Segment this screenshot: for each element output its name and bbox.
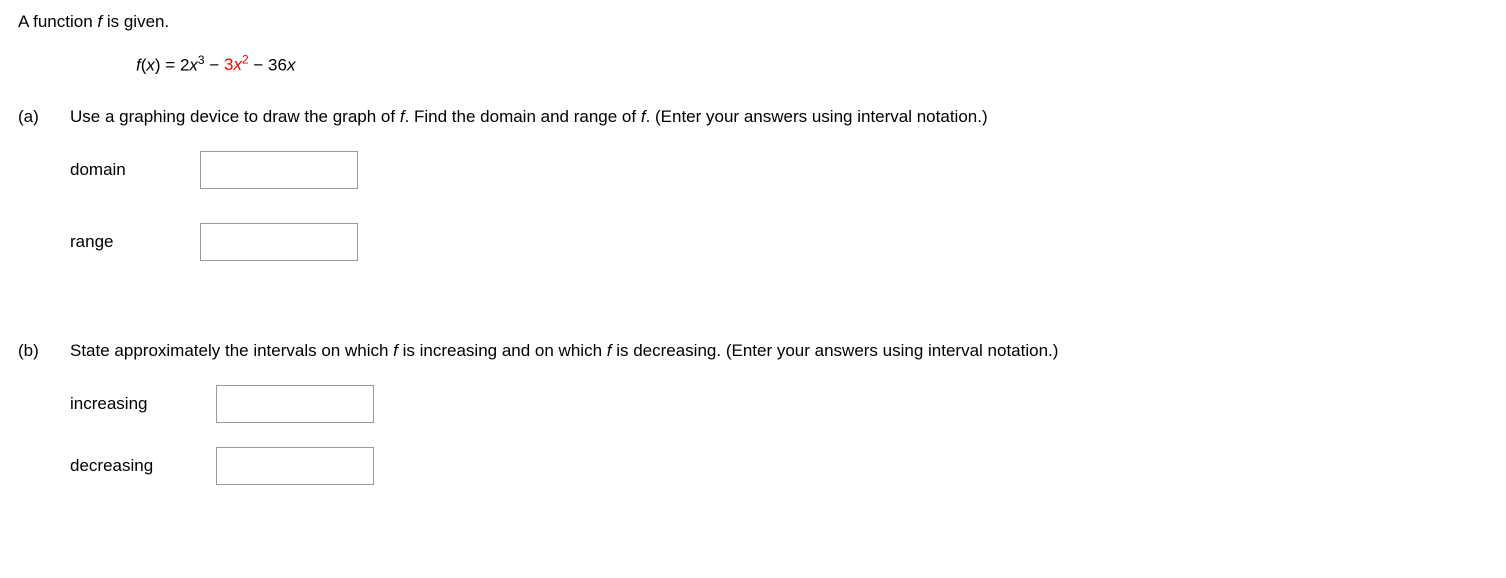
eq-term2-exp: 2 (242, 53, 249, 67)
eq-lhs-close: ) = (155, 55, 180, 74)
part-b-prompt: State approximately the intervals on whi… (70, 339, 1488, 363)
part-a-prompt-2: . Find the domain and range of (405, 107, 641, 126)
domain-label: domain (70, 158, 200, 182)
eq-term1-exp: 3 (198, 53, 205, 67)
increasing-input[interactable] (216, 385, 374, 423)
part-b-prompt-2: is increasing and on which (398, 341, 607, 360)
range-row: range (70, 223, 1488, 261)
decreasing-row: decreasing (70, 447, 1488, 485)
decreasing-label: decreasing (70, 454, 216, 478)
eq-minus1: − (205, 55, 224, 74)
range-label: range (70, 230, 200, 254)
eq-minus2: − 36 (249, 55, 287, 74)
part-a: (a) Use a graphing device to draw the gr… (18, 105, 1488, 295)
eq-term2-var: x (233, 55, 242, 74)
part-b-prompt-1: State approximately the intervals on whi… (70, 341, 393, 360)
part-a-label: (a) (18, 105, 70, 129)
intro-suffix: is given. (102, 12, 169, 31)
part-b: (b) State approximately the intervals on… (18, 339, 1488, 509)
eq-term1-coef: 2 (180, 55, 189, 74)
eq-lhs-var: x (146, 55, 155, 74)
eq-term1-var: x (189, 55, 198, 74)
domain-row: domain (70, 151, 1488, 189)
part-a-prompt-1: Use a graphing device to draw the graph … (70, 107, 400, 126)
decreasing-input[interactable] (216, 447, 374, 485)
part-a-prompt-3: . (Enter your answers using interval not… (646, 107, 988, 126)
part-a-prompt: Use a graphing device to draw the graph … (70, 105, 1488, 129)
increasing-row: increasing (70, 385, 1488, 423)
intro-text: A function f is given. (18, 10, 1488, 34)
part-b-label: (b) (18, 339, 70, 363)
domain-input[interactable] (200, 151, 358, 189)
eq-term3-var: x (287, 55, 296, 74)
function-equation: f(x) = 2x3 − 3x2 − 36x (136, 52, 1488, 77)
increasing-label: increasing (70, 392, 216, 416)
intro-prefix: A function (18, 12, 97, 31)
part-b-prompt-3: is decreasing. (Enter your answers using… (611, 341, 1058, 360)
range-input[interactable] (200, 223, 358, 261)
